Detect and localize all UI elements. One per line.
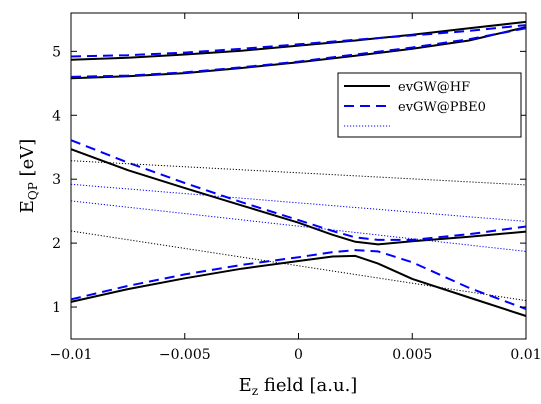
series-line-10 [70,230,527,302]
y-tick-label: 3 [52,172,61,188]
series-line-3 [70,148,527,246]
series-line-7 [70,139,527,241]
x-tick-label: −0.01 [50,347,93,363]
series-line-5 [70,24,527,58]
series-line-12 [70,200,527,252]
tick-layer: −0.01 −0.005 0 0.005 0.01 1 2 3 4 5 [50,13,541,363]
series-layer [70,20,527,317]
x-tick-label: 0.01 [510,347,541,363]
y-tick-label: 2 [52,236,61,252]
legend-label: evGW@PBE0 [398,100,486,115]
series-line-2 [70,26,527,80]
x-tick-label: −0.005 [159,347,211,363]
x-tick-label: 0.005 [392,347,432,363]
y-axis-label: EQP [eV] [17,139,40,213]
series-line-1 [70,20,527,61]
x-tick-label: 0 [294,347,303,363]
series-line-11 [70,183,527,222]
series-line-8 [70,249,527,310]
y-tick-label: 1 [52,300,61,316]
series-line-6 [70,27,527,78]
x-axis-label: Ez field [a.u.] [239,375,358,398]
legend: evGW@HF evGW@PBE0 [337,72,522,138]
series-line-4 [70,254,527,317]
y-tick-label: 4 [52,108,61,124]
legend-label: evGW@HF [398,80,470,95]
y-tick-label: 5 [52,44,61,60]
series-line-9 [70,160,527,186]
